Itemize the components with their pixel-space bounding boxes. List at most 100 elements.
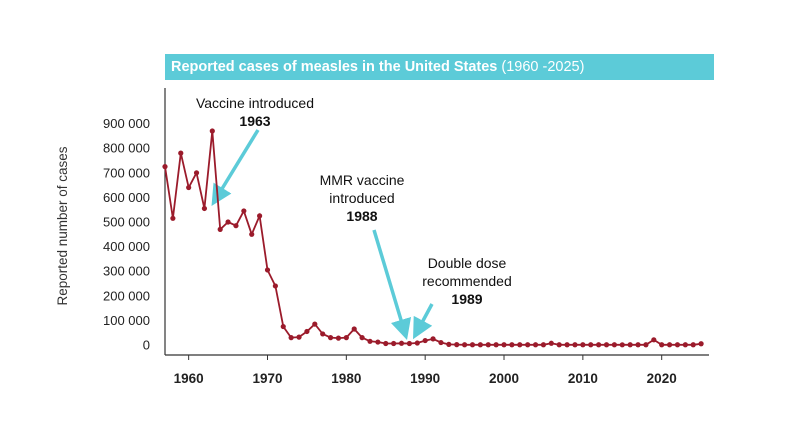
data-point (335, 335, 342, 341)
data-point (564, 342, 570, 348)
data-point (304, 328, 310, 335)
x-tick-label: 1990 (410, 371, 440, 386)
annotation-arrow (372, 229, 412, 341)
data-point (517, 342, 523, 348)
data-point (257, 213, 263, 219)
chart-title-bar: Reported cases of measles in the United … (165, 54, 714, 80)
series-line (164, 130, 702, 346)
data-point (682, 342, 688, 348)
data-point (556, 342, 562, 348)
data-point (603, 342, 610, 348)
chart-subtitle: (1960 -2025) (501, 59, 585, 75)
annotation-text: MMR vaccine (320, 172, 405, 188)
data-point (312, 321, 318, 327)
data-point (343, 335, 349, 341)
data-point (611, 342, 617, 348)
data-point (659, 342, 665, 348)
data-point (233, 223, 239, 229)
data-point (225, 219, 231, 225)
data-point (241, 208, 247, 214)
data-point (209, 128, 215, 134)
y-tick-label: 900 000 (103, 116, 150, 131)
annotation-text: Vaccine introduced (196, 95, 314, 111)
data-point (193, 170, 200, 176)
y-tick-label: 0 (143, 338, 150, 353)
data-point (438, 339, 444, 346)
annotation-text: introduced (329, 190, 394, 206)
data-point (272, 283, 278, 289)
data-point (540, 342, 547, 348)
data-point (375, 339, 381, 345)
data-point (651, 337, 657, 343)
x-tick-label: 1970 (252, 371, 282, 386)
data-point (320, 331, 326, 337)
data-point (674, 342, 681, 348)
y-axis-label: Reported number of cases (55, 146, 70, 305)
annotation-arrow (211, 129, 260, 206)
y-tick-label: 200 000 (103, 288, 150, 303)
data-point (367, 338, 373, 344)
data-point (635, 342, 641, 348)
data-point (391, 340, 397, 347)
data-point (430, 336, 436, 342)
chart-title: Reported cases of measles in the United … (171, 59, 498, 75)
data-point (627, 342, 633, 348)
data-point (454, 342, 460, 348)
data-point (446, 341, 452, 347)
x-tick-label: 2020 (647, 371, 677, 386)
data-point (501, 342, 507, 348)
data-point (666, 342, 673, 348)
data-point (596, 342, 602, 348)
x-tick-label: 2000 (489, 371, 519, 386)
y-tick-label: 700 000 (103, 165, 150, 180)
data-point (186, 184, 192, 191)
data-point (280, 323, 286, 330)
data-point (461, 342, 468, 348)
y-tick-label: 500 000 (103, 215, 150, 230)
data-point (619, 342, 625, 348)
data-point (643, 342, 649, 348)
data-point (414, 340, 420, 346)
data-point (406, 340, 413, 347)
y-tick-label: 100 000 (103, 313, 150, 328)
data-point (485, 342, 491, 348)
x-tick-label: 1960 (174, 371, 204, 386)
data-point (178, 150, 184, 156)
data-point (532, 342, 539, 348)
data-point (327, 335, 334, 341)
data-point (690, 342, 696, 348)
data-point (296, 334, 302, 340)
annotation-year: 1963 (239, 113, 270, 129)
x-tick-label: 2010 (568, 371, 598, 386)
data-point (422, 337, 428, 344)
data-point (264, 267, 271, 273)
data-point (698, 341, 704, 347)
y-tick-label: 300 000 (103, 264, 150, 279)
annotation-text: recommended (422, 273, 512, 289)
data-point (525, 342, 531, 348)
annotation-year: 1989 (451, 291, 482, 307)
x-tick-label: 1980 (331, 371, 361, 386)
data-point (383, 340, 389, 347)
data-point (351, 326, 357, 332)
data-point (477, 342, 483, 348)
data-point (170, 215, 176, 221)
data-point (162, 164, 168, 170)
data-point (572, 342, 578, 348)
y-tick-label: 600 000 (103, 190, 150, 205)
data-point (288, 335, 294, 341)
annotation-arrow (413, 303, 434, 340)
data-point (359, 335, 365, 341)
data-point (588, 342, 594, 348)
data-point (469, 342, 476, 348)
data-point (398, 340, 405, 346)
data-point (493, 342, 499, 348)
y-tick-label: 400 000 (103, 239, 150, 254)
data-point (201, 205, 208, 212)
y-tick-label: 800 000 (103, 141, 150, 156)
data-point (249, 231, 255, 237)
data-point (580, 342, 586, 348)
data-point (217, 226, 223, 232)
annotation-year: 1988 (346, 208, 377, 224)
